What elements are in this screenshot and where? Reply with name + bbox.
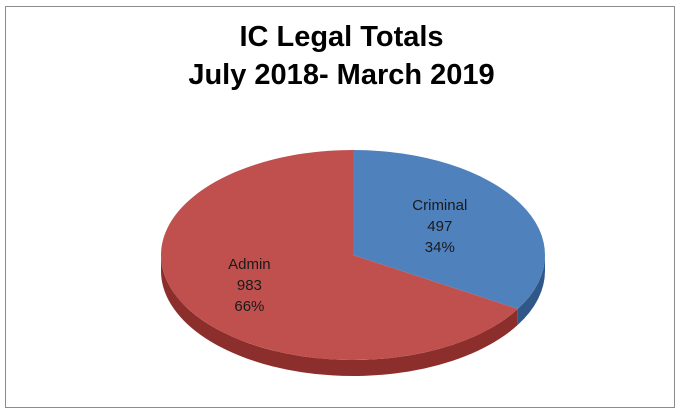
slice-label-criminal-value: 497 (427, 218, 452, 235)
chart-title: IC Legal Totals July 2018- March 2019 (0, 18, 683, 94)
pie-slice-admin (160, 150, 518, 360)
pie-labels: Criminal 497 34% Admin 983 66% (228, 197, 467, 315)
chart-title-line2: July 2018- March 2019 (188, 59, 495, 91)
pie-slice-criminal (353, 150, 545, 309)
slice-label-criminal-percent: 34% (425, 239, 455, 256)
pie-sides (161, 255, 546, 376)
slice-label-admin-value: 983 (237, 277, 262, 294)
slice-label-admin-name: Admin (228, 256, 271, 273)
pie-side-admin (161, 255, 518, 376)
slice-label-admin-percent: 66% (234, 298, 264, 315)
pie-tops (160, 150, 545, 360)
chart-title-line1: IC Legal Totals (239, 21, 444, 53)
slice-label-criminal-name: Criminal (412, 197, 467, 214)
pie-side-criminal (517, 255, 546, 325)
